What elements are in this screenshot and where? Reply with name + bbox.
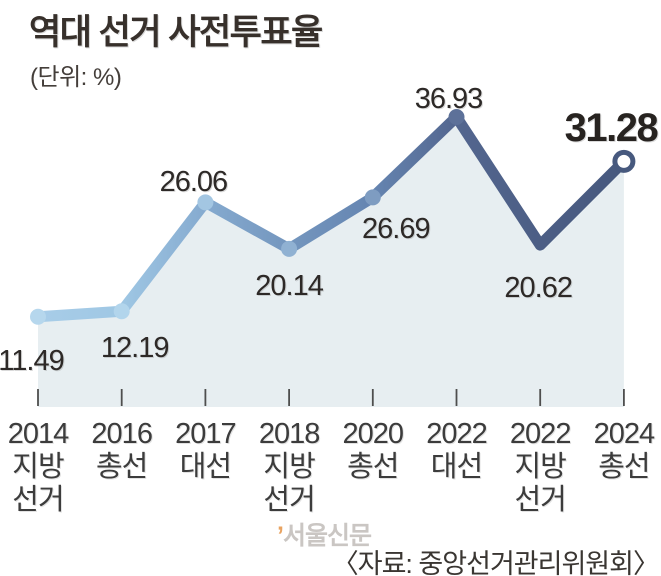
x-axis-label: 2024 총선 <box>593 418 656 483</box>
x-axis-label: 2017 대선 <box>175 418 237 483</box>
value-label: 31.28 <box>564 106 659 151</box>
value-label: 26.06 <box>159 166 229 199</box>
source-credit: 〈자료: 중앙선거관리위원회〉 <box>331 549 660 576</box>
x-axis-label: 2016 총선 <box>91 418 153 483</box>
value-label: 36.93 <box>414 82 484 115</box>
x-axis-label: 2020 총선 <box>342 418 405 483</box>
x-axis-label: 2014 지방 선거 <box>7 418 70 516</box>
watermark-quote-mark: ’ <box>277 522 284 550</box>
value-label: 20.62 <box>504 272 573 305</box>
data-point-marker <box>30 308 46 325</box>
value-label: 20.14 <box>255 269 324 302</box>
trend-line <box>32 111 630 323</box>
value-label: 26.69 <box>362 213 431 246</box>
watermark-text: 서울신문 <box>282 522 372 550</box>
data-point-marker <box>448 108 465 125</box>
unit-label: (단위: %) <box>30 64 122 91</box>
x-axis-label: 2022 지방 선거 <box>509 418 572 516</box>
area-fill <box>38 116 624 407</box>
page-title: 역대 선거 사전투표율 <box>29 13 323 52</box>
watermark: ’서울신문 <box>277 516 372 552</box>
x-axis-label: 2022 대선 <box>426 418 488 483</box>
highlight-data-point-marker <box>612 149 636 173</box>
value-label: 11.49 <box>0 344 65 377</box>
data-point-marker <box>364 189 381 206</box>
data-point-marker <box>281 240 298 257</box>
data-point-marker <box>197 194 214 211</box>
x-axis-label: 2018 지방 선거 <box>258 418 321 516</box>
value-label: 12.19 <box>100 332 170 365</box>
data-point-marker <box>113 303 130 320</box>
